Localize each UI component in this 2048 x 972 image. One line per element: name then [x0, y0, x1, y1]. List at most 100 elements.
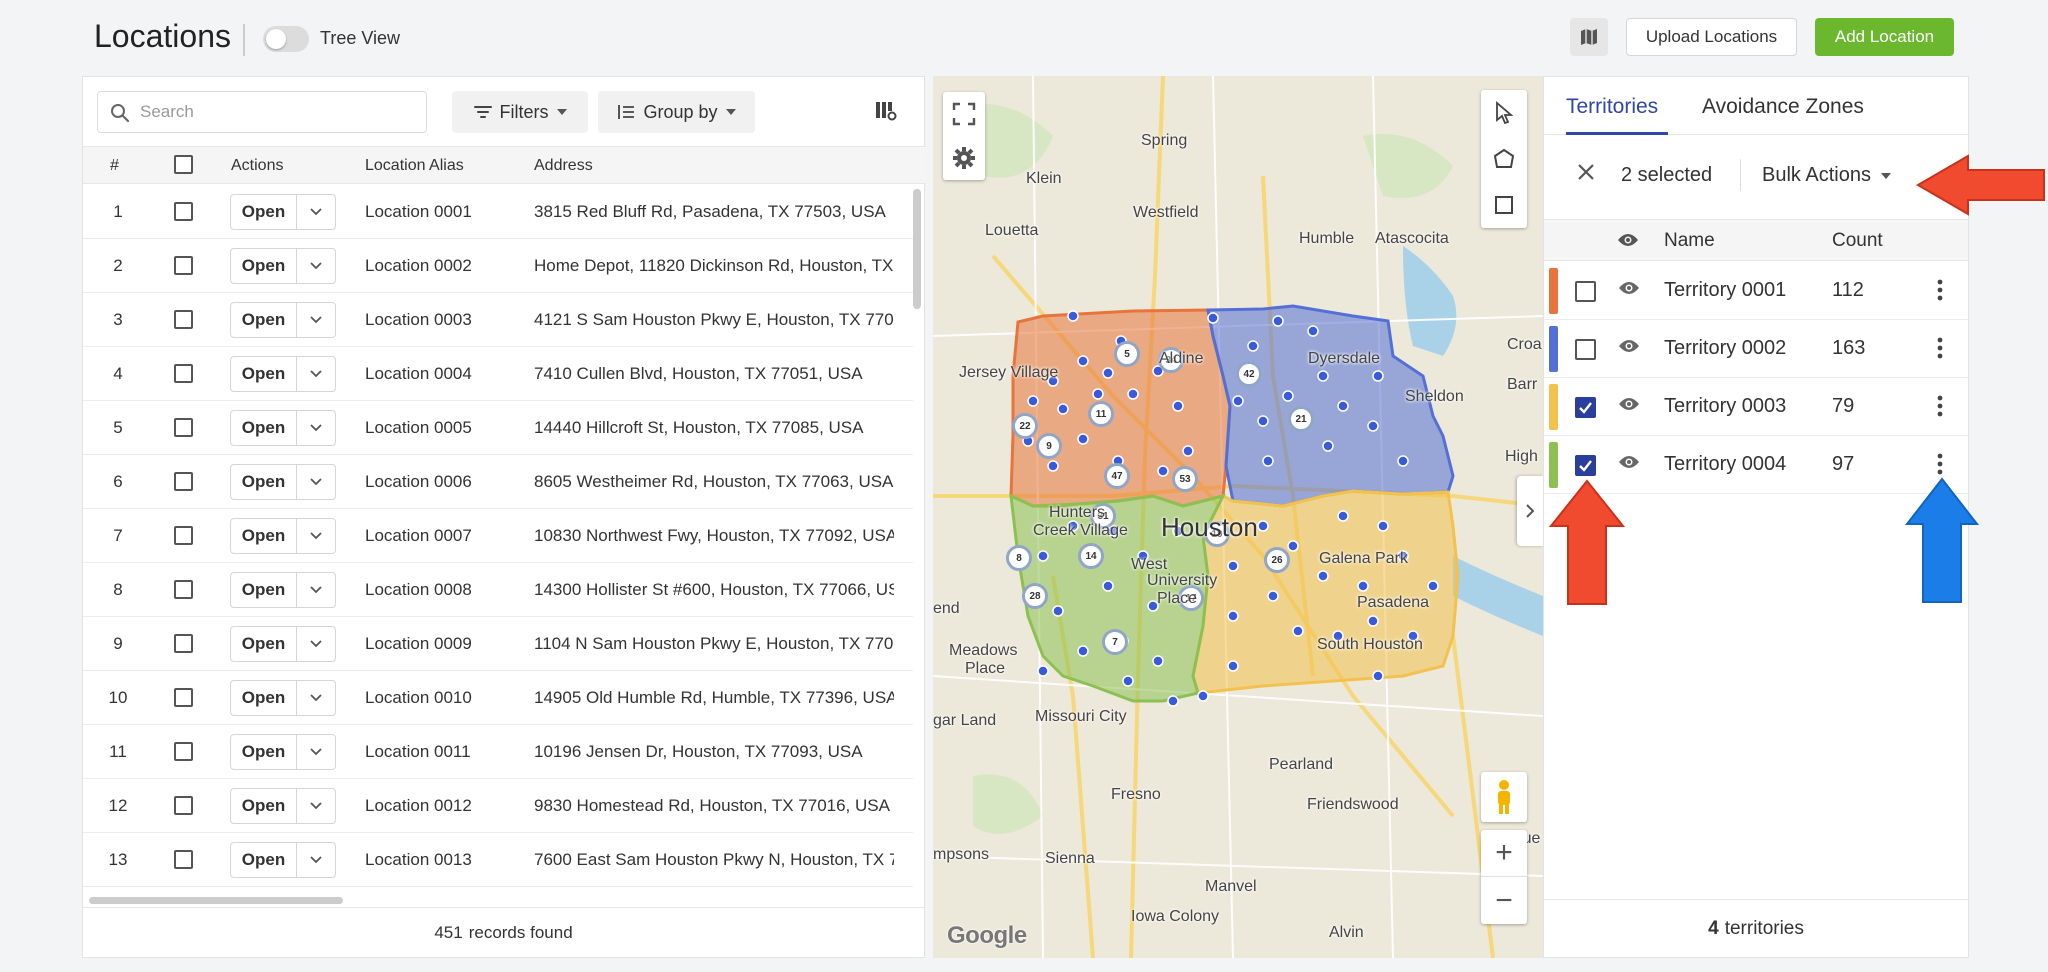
row-checkbox[interactable] [174, 526, 193, 545]
street-view-button[interactable] [1481, 772, 1527, 822]
bulk-actions-button[interactable]: Bulk Actions [1762, 164, 1891, 187]
row-checkbox[interactable] [174, 418, 193, 437]
close-icon[interactable] [1577, 163, 1595, 181]
territory-checkbox[interactable] [1575, 281, 1596, 302]
search-input[interactable] [140, 100, 410, 124]
open-dropdown-button[interactable] [297, 303, 335, 337]
tree-view-toggle[interactable] [263, 26, 309, 52]
row-checkbox[interactable] [174, 202, 193, 221]
table-row[interactable]: 5 Open Location 0005 14440 Hillcroft St, Ho… [83, 401, 913, 455]
cluster-marker[interactable]: 8 [1006, 545, 1032, 571]
group-by-button[interactable]: Group by [598, 91, 755, 133]
open-button[interactable]: Open [231, 465, 297, 499]
cluster-marker[interactable]: 42 [1236, 361, 1262, 387]
cluster-marker[interactable]: 53 [1172, 466, 1198, 492]
open-dropdown-button[interactable] [297, 735, 335, 769]
vertical-scrollbar[interactable] [913, 189, 921, 309]
search-box[interactable] [97, 91, 427, 133]
table-row[interactable]: 12 Open Location 0012 9830 Homestead Rd, Ho… [83, 779, 913, 833]
open-button[interactable]: Open [231, 249, 297, 283]
fullscreen-button[interactable] [943, 92, 985, 136]
cluster-marker[interactable]: 21 [1288, 406, 1314, 432]
territory-checkbox[interactable] [1575, 455, 1596, 476]
territory-row[interactable]: Territory 0002 163 [1544, 320, 1968, 378]
open-button[interactable]: Open [231, 789, 297, 823]
zoom-out-button[interactable]: − [1495, 883, 1513, 917]
open-dropdown-button[interactable] [297, 357, 335, 391]
row-checkbox[interactable] [174, 796, 193, 815]
map-settings-button[interactable] [943, 136, 985, 180]
eye-icon[interactable] [1618, 454, 1640, 470]
upload-locations-button[interactable]: Upload Locations [1626, 18, 1797, 56]
territory-row[interactable]: Territory 0003 79 [1544, 378, 1968, 436]
table-row[interactable]: 3 Open Location 0003 4121 S Sam Houston Pkw… [83, 293, 913, 347]
rectangle-tool-button[interactable] [1481, 182, 1527, 228]
territory-row[interactable]: Territory 0001 112 [1544, 262, 1968, 320]
table-row[interactable]: 11 Open Location 0011 10196 Jensen Dr, Hous… [83, 725, 913, 779]
cluster-marker[interactable]: 19 [1204, 521, 1230, 547]
cluster-marker[interactable]: 28 [1022, 583, 1048, 609]
table-row[interactable]: 6 Open Location 0006 8605 Westheimer Rd, Ho… [83, 455, 913, 509]
eye-icon[interactable] [1618, 396, 1640, 412]
cluster-marker[interactable]: 26 [1264, 547, 1290, 573]
tab-avoidance-zones[interactable]: Avoidance Zones [1702, 95, 1864, 118]
cluster-marker[interactable]: 34 [1158, 347, 1184, 373]
table-row[interactable]: 1 Open Location 0001 3815 Red Bluff Rd, Pas… [83, 185, 913, 239]
cluster-marker[interactable]: 47 [1104, 463, 1130, 489]
open-button[interactable]: Open [231, 519, 297, 553]
cluster-marker[interactable]: 22 [1012, 413, 1038, 439]
open-button[interactable]: Open [231, 735, 297, 769]
row-checkbox[interactable] [174, 688, 193, 707]
territory-checkbox[interactable] [1575, 339, 1596, 360]
territory-map[interactable]: 5 34 42 22 11 9 47 53 21 31 19 8 14 26 28 17 7 Spring Kl… [933, 76, 1543, 958]
cluster-marker[interactable]: 9 [1036, 433, 1062, 459]
open-dropdown-button[interactable] [297, 465, 335, 499]
table-row[interactable]: 10 Open Location 0010 14905 Old Humble Rd, … [83, 671, 913, 725]
open-dropdown-button[interactable] [297, 573, 335, 607]
row-checkbox[interactable] [174, 256, 193, 275]
open-button[interactable]: Open [231, 573, 297, 607]
cluster-marker[interactable]: 7 [1102, 629, 1128, 655]
add-location-button[interactable]: Add Location [1815, 18, 1954, 56]
row-checkbox[interactable] [174, 742, 193, 761]
open-dropdown-button[interactable] [297, 843, 335, 877]
territory-checkbox[interactable] [1575, 397, 1596, 418]
tab-territories[interactable]: Territories [1566, 95, 1659, 118]
eye-icon[interactable] [1618, 280, 1640, 296]
more-vertical-icon[interactable] [1937, 337, 1943, 359]
open-button[interactable]: Open [231, 681, 297, 715]
table-row[interactable]: 2 Open Location 0002 Home Depot, 11820 Dick… [83, 239, 913, 293]
horizontal-scrollbar[interactable] [89, 897, 343, 904]
more-vertical-icon[interactable] [1937, 279, 1943, 301]
more-vertical-icon[interactable] [1937, 395, 1943, 417]
table-row[interactable]: 4 Open Location 0004 7410 Cullen Blvd, Hous… [83, 347, 913, 401]
column-settings-button[interactable] [875, 101, 897, 126]
open-dropdown-button[interactable] [297, 681, 335, 715]
open-button[interactable]: Open [231, 627, 297, 661]
cluster-marker[interactable]: 5 [1114, 341, 1140, 367]
open-button[interactable]: Open [231, 411, 297, 445]
territory-row[interactable]: Territory 0004 97 [1544, 436, 1968, 494]
map-view-button[interactable] [1570, 18, 1608, 56]
table-row[interactable]: 13 Open Location 0013 7600 East Sam Houston… [83, 833, 913, 887]
open-dropdown-button[interactable] [297, 195, 335, 229]
table-row[interactable]: 8 Open Location 0008 14300 Hollister St #60… [83, 563, 913, 617]
row-checkbox[interactable] [174, 364, 193, 383]
cluster-marker[interactable]: 14 [1078, 543, 1104, 569]
cluster-marker[interactable]: 31 [1090, 503, 1116, 529]
row-checkbox[interactable] [174, 472, 193, 491]
open-button[interactable]: Open [231, 357, 297, 391]
open-dropdown-button[interactable] [297, 411, 335, 445]
open-dropdown-button[interactable] [297, 519, 335, 553]
filters-button[interactable]: Filters [452, 91, 588, 133]
cluster-marker[interactable]: 17 [1178, 585, 1204, 611]
eye-icon[interactable] [1618, 338, 1640, 354]
select-tool-button[interactable] [1481, 90, 1527, 136]
row-checkbox[interactable] [174, 310, 193, 329]
select-all-checkbox[interactable] [174, 155, 193, 174]
open-dropdown-button[interactable] [297, 249, 335, 283]
row-checkbox[interactable] [174, 580, 193, 599]
table-row[interactable]: 9 Open Location 0009 1104 N Sam Houston Pkw… [83, 617, 913, 671]
zoom-in-button[interactable]: + [1481, 830, 1527, 877]
row-checkbox[interactable] [174, 634, 193, 653]
